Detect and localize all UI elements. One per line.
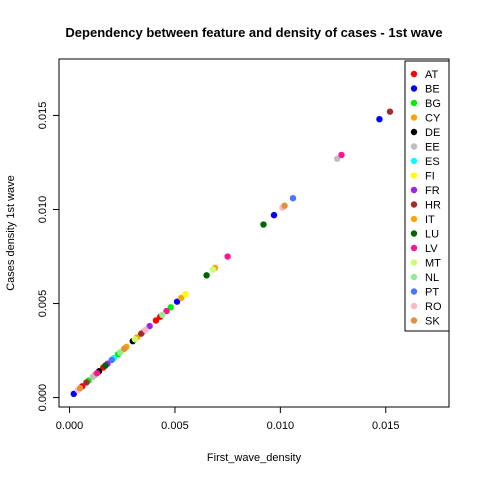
point-be-2 [270,211,278,219]
ticks-layer: 0.000 0.005 0.010 0.015 0.000 0.005 0.010 0.015 [37,102,400,432]
point-lu-0 [102,362,109,369]
legend-label-hr: HR [425,200,441,212]
point-sk-2 [281,202,288,209]
y-tick-label-1: 0.005 [37,290,49,318]
y-tick-label-3: 0.015 [37,102,49,130]
legend-marker-at [410,70,418,78]
point-lu-2 [260,221,267,228]
point-fr-1 [146,322,153,330]
x-axis-label: First_wave_density [207,452,302,464]
legend-label-at: AT [425,69,439,81]
point-lv-2 [224,253,231,260]
legend-box [404,60,450,332]
legend-marker-cy [410,114,418,121]
legend-label-pt: PT [425,287,439,299]
point-mt-0 [131,336,139,343]
legend-marker-mt [410,259,418,266]
x-tick-label-3: 0.015 [372,420,400,432]
point-lu-1 [203,272,210,279]
legend-marker-fr [410,186,418,194]
point-hr-2 [386,108,394,115]
legend: AT BE BG CY DE EE ES FI FR HR IT LU LV MT NL PT RO SK [404,60,450,332]
point-pt-0 [108,356,115,364]
legend-marker-es [410,157,418,165]
chart-title: Dependency between feature and density o… [65,25,442,40]
point-fi-1 [182,290,189,298]
points-layer [70,108,394,398]
point-lv-1 [163,307,170,315]
point-cy-2 [178,294,185,302]
legend-label-cy: CY [425,113,441,125]
legend-marker-nl [410,273,418,281]
x-tick-label-0: 0.000 [56,420,84,432]
legend-label-it: IT [425,214,435,226]
point-ee-2 [334,155,341,162]
point-be-3 [376,115,383,123]
point-lv-3 [338,151,345,159]
legend-label-de: DE [425,127,440,139]
point-be-1 [173,298,181,305]
legend-marker-lv [410,244,418,252]
legend-marker-be [410,85,418,92]
legend-marker-fi [410,172,418,179]
legend-marker-ro [410,302,418,310]
legend-marker-de [410,128,418,136]
legend-label-lu: LU [425,229,439,241]
point-sk-0 [76,384,84,392]
legend-marker-hr [410,201,418,208]
legend-marker-ee [410,143,418,150]
point-pt-1 [289,195,297,202]
legend-label-nl: NL [425,272,439,284]
point-bg-2 [167,304,174,311]
legend-label-ro: RO [425,301,442,313]
legend-label-be: BE [425,84,440,96]
legend-marker-it [410,215,418,223]
legend-label-es: ES [425,156,440,168]
point-hr-1 [138,330,145,337]
x-tick-label-2: 0.010 [267,420,295,432]
y-axis-label: Cases density 1st wave [5,175,17,291]
x-tick-label-1: 0.005 [161,420,189,432]
legend-label-fr: FR [425,185,440,197]
point-lv-0 [93,369,101,377]
point-ro-1 [142,326,149,334]
legend-marker-bg [410,99,418,107]
point-nl-0 [116,349,124,356]
legend-label-bg: BG [425,98,441,110]
legend-label-fi: FI [425,171,435,183]
legend-marker-sk [410,317,418,324]
point-hr-0 [83,379,90,386]
point-mt-1 [209,266,217,273]
legend-label-mt: MT [425,258,441,270]
point-be-0 [70,390,77,398]
y-tick-label-2: 0.010 [37,196,49,224]
point-ee-0 [89,373,96,381]
legend-marker-lu [410,230,418,237]
point-sk-1 [121,345,128,352]
y-tick-label-0: 0.000 [37,384,49,412]
legend-label-sk: SK [425,316,440,328]
point-at-2 [152,317,160,324]
legend-label-lv: LV [425,243,438,255]
legend-marker-pt [410,288,418,295]
point-nl-1 [159,311,166,319]
legend-label-ee: EE [425,142,440,154]
